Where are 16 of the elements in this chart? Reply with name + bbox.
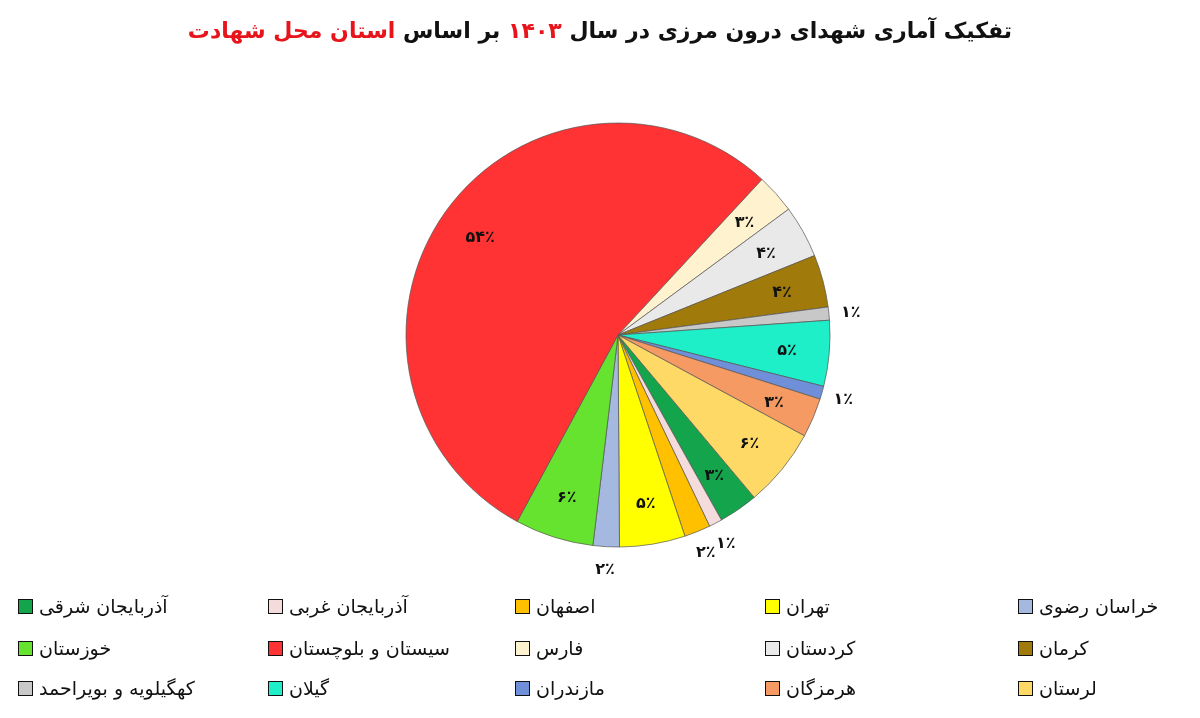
legend-label: کهگیلویه و بویراحمد — [39, 677, 195, 699]
legend-label: خوزستان — [39, 637, 112, 659]
legend-label: کرمان — [1039, 637, 1089, 659]
legend-label: گیلان — [289, 677, 330, 699]
legend-label: خراسان رضوی — [1039, 595, 1159, 617]
legend-label: اصفهان — [536, 595, 596, 617]
legend-label: هرمزگان — [786, 677, 856, 699]
legend-label: کردستان — [786, 637, 856, 659]
legend-label: تهران — [786, 595, 830, 617]
legend-label: سیستان و بلوچستان — [289, 637, 450, 659]
legend-label: آذربایجان شرقی — [39, 595, 168, 617]
legend-label: لرستان — [1039, 677, 1097, 699]
legend-label: آذربایجان غربی — [289, 595, 408, 617]
chart-title: تفکیک آماری شهدای درون مرزی در سال ۱۴۰۳ بر اساس استان محل شهادت — [187, 18, 1013, 43]
legend-label: فارس — [536, 637, 584, 659]
legend-label: مازندران — [536, 677, 605, 699]
